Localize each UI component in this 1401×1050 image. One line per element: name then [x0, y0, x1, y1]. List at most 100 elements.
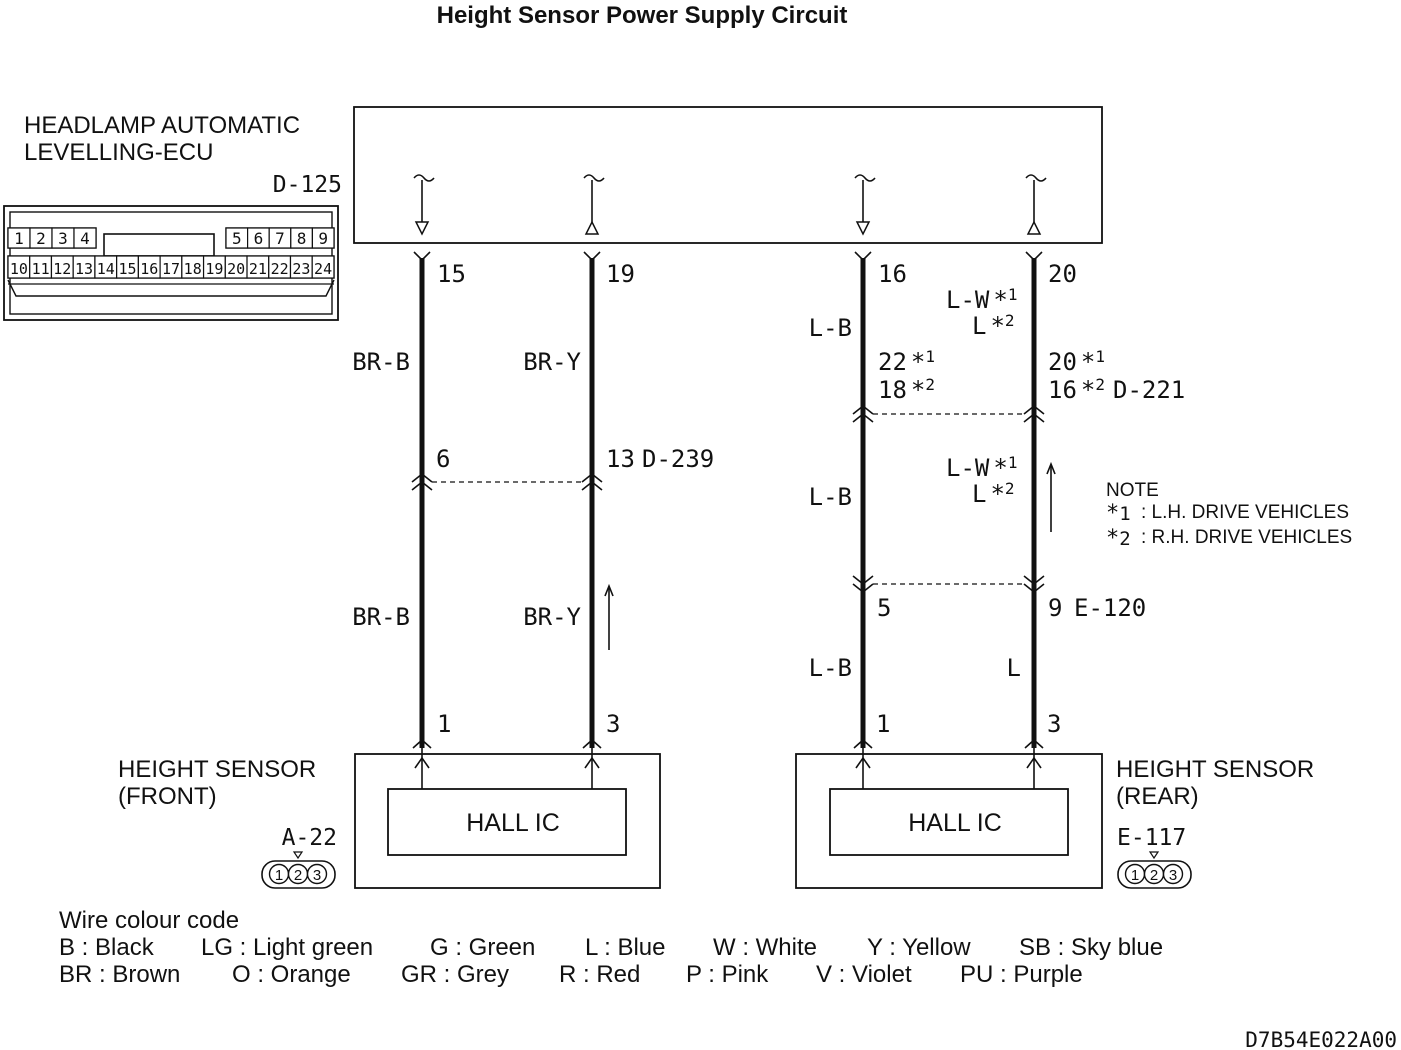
- ecu-connector-face: 1 2 3 4 5 6 7 8 910 11 12 13 14 15 16 17 18 19 20 21 22 23 24: [3, 205, 339, 321]
- junction-pin-b: 18 *2: [878, 375, 935, 404]
- pin-label: 3: [606, 710, 620, 738]
- pin-label: 1: [876, 710, 890, 738]
- legend-entry: O : Orange: [232, 961, 351, 988]
- wire-colour-label-a: L-W *1: [946, 453, 1017, 482]
- diagram-title: Height Sensor Power Supply Circuit: [437, 2, 848, 29]
- junction-pin-a: 22 *1: [878, 347, 935, 376]
- front-sensor-name-line1: HEIGHT SENSOR: [118, 756, 316, 783]
- ecu-pin-number: 8: [297, 229, 307, 248]
- ecu-internal-symbols: [413, 174, 1047, 236]
- ecu-pin-number: 3: [58, 229, 68, 248]
- junction-connector-label: D-221: [1113, 376, 1185, 404]
- wire-colour-label: L-B: [809, 314, 852, 342]
- legend-entry: R : Red: [559, 961, 640, 988]
- ecu-pin-number: 17: [162, 260, 180, 278]
- wire-colour-label: L-B: [809, 654, 852, 682]
- legend-entry: Y : Yellow: [867, 934, 971, 961]
- rear-sensor-connector-label: E-117: [1117, 825, 1186, 851]
- svg-text:3: 3: [1169, 867, 1177, 884]
- wire-colour-label: BR-B: [352, 348, 410, 376]
- ecu-pin-number: 5: [232, 229, 242, 248]
- legend-entry: L : Blue: [585, 934, 666, 961]
- pin-label: 9: [1048, 594, 1062, 622]
- legend-entry: LG : Light green: [201, 934, 373, 961]
- ecu-pin-number: 20: [227, 260, 245, 278]
- junction-pin-a: 20 *1: [1048, 347, 1105, 376]
- rear-sensor-connector-face: 1 2 3: [1117, 851, 1192, 889]
- ecu-pin-number: 15: [118, 260, 136, 278]
- ecu-pin-number: 16: [140, 260, 158, 278]
- svg-text:1: 1: [275, 867, 283, 884]
- current-direction-arrows: [604, 461, 1056, 650]
- legend-entry: V : Violet: [816, 961, 912, 988]
- ecu-pin-number: 22: [271, 260, 289, 278]
- front-hall-ic-label: HALL IC: [466, 809, 560, 837]
- front-sensor-connector-face: 1 2 3: [261, 851, 336, 889]
- legend-entry: P : Pink: [686, 961, 769, 988]
- legend-entry: B : Black: [59, 934, 155, 961]
- junction-pin-b: 16 *2: [1048, 375, 1105, 404]
- wire-colour-label: L-B: [809, 483, 852, 511]
- pin-label: 19: [606, 260, 635, 288]
- ecu-pin-cell: [311, 255, 335, 279]
- ecu-pin-number: 1: [14, 229, 24, 248]
- ecu-box: [353, 106, 1103, 244]
- ecu-pin-number: 7: [275, 229, 285, 248]
- pin-label: 15: [437, 260, 466, 288]
- pin-label: 1: [437, 710, 451, 738]
- rear-hall-ic-label: HALL IC: [908, 809, 1002, 837]
- wire-colour-label: BR-B: [352, 603, 410, 631]
- wire-colour-label: BR-Y: [523, 603, 581, 631]
- ecu-pin-number: 6: [254, 229, 264, 248]
- ecu-pin-cell: [311, 227, 335, 249]
- ecu-pin-number: 18: [184, 260, 202, 278]
- note-heading: NOTE: [1106, 480, 1159, 501]
- ecu-name-line2: LEVELLING-ECU: [24, 139, 213, 166]
- wire-colour-label: L: [1007, 654, 1021, 682]
- legend-entry: W : White: [713, 934, 817, 961]
- rear-sensor-name-line1: HEIGHT SENSOR: [1116, 756, 1314, 783]
- wire-colour-label-b: L *2: [972, 479, 1015, 508]
- svg-text:1: 1: [1131, 867, 1139, 884]
- pin-label: 16: [878, 260, 907, 288]
- svg-text:2: 2: [294, 867, 302, 884]
- wire-colour-label-a: L-W *1: [946, 285, 1017, 314]
- ecu-pin-number: 23: [292, 260, 310, 278]
- wire-colour-legend: Wire colour code B : Black LG : Light gr…: [59, 907, 1163, 988]
- pin-label: 20: [1048, 260, 1077, 288]
- note-star-2: *2: [1106, 526, 1131, 551]
- ecu-terminal-marks: [413, 251, 1043, 262]
- note-line-1: : L.H. DRIVE VEHICLES: [1141, 502, 1349, 523]
- legend-entry: PU : Purple: [960, 961, 1083, 988]
- legend-entry: SB : Sky blue: [1019, 934, 1163, 961]
- svg-text:3: 3: [313, 867, 321, 884]
- wire-colour-label-b: L *2: [972, 311, 1015, 340]
- ecu-pin-number: 21: [249, 260, 267, 278]
- ecu-pin-number: 24: [314, 260, 332, 278]
- ecu-pin-number: 19: [205, 260, 223, 278]
- pin-label: 13: [606, 445, 635, 473]
- pin-label: 5: [877, 594, 891, 622]
- svg-text:2: 2: [1150, 867, 1158, 884]
- legend-entry: BR : Brown: [59, 961, 180, 988]
- pin-label: 3: [1047, 710, 1061, 738]
- ecu-pin-number: 2: [36, 229, 46, 248]
- wire-colour-label: BR-Y: [523, 348, 581, 376]
- ecu-pin-number: 12: [53, 260, 71, 278]
- figure-code: D7B54E022A00: [1245, 1028, 1397, 1050]
- pin-label: 6: [436, 445, 450, 473]
- junction-connector-marks: [411, 404, 1045, 594]
- sensor-terminal-marks: [412, 738, 1044, 749]
- junction-connector-label: E-120: [1074, 594, 1146, 622]
- note-line-2: : R.H. DRIVE VEHICLES: [1141, 527, 1352, 548]
- ecu-pin-number: 4: [80, 229, 90, 248]
- rear-sensor-name-line2: (REAR): [1116, 783, 1199, 810]
- legend-entry: G : Green: [430, 934, 535, 961]
- front-hall-ic-box: [387, 788, 627, 856]
- legend-entry: GR : Grey: [401, 961, 509, 988]
- front-sensor-name-line2: (FRONT): [118, 783, 217, 810]
- ecu-name-line1: HEADLAMP AUTOMATIC: [24, 112, 300, 139]
- ecu-connector-label: D-125: [273, 172, 342, 198]
- junction-connector-label: D-239: [642, 445, 714, 473]
